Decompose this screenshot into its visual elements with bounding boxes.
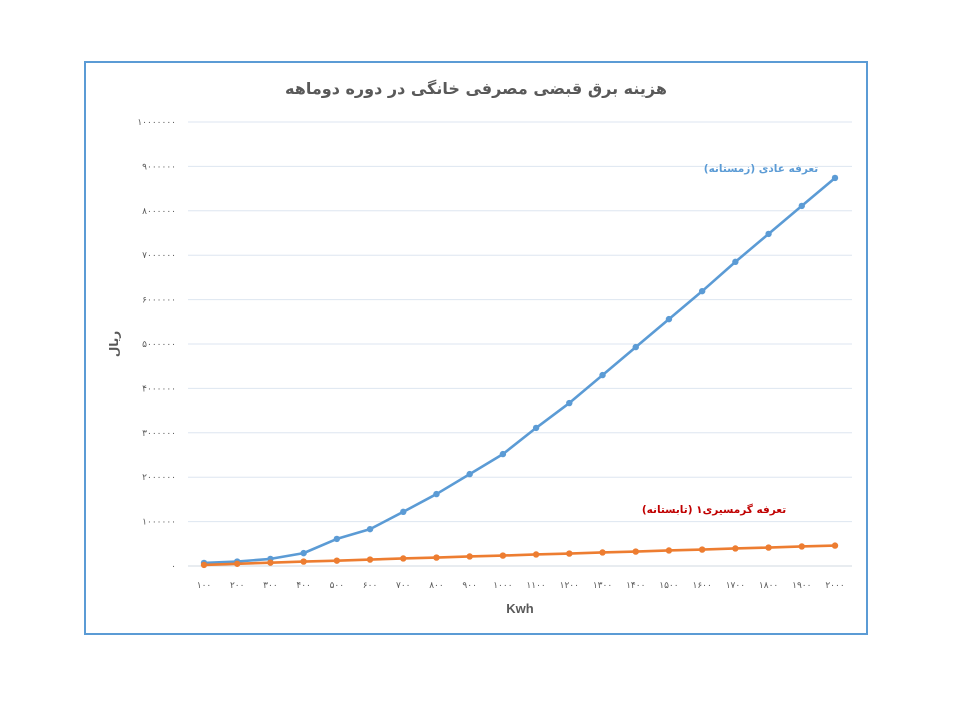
data-point: [366, 525, 374, 533]
data-point: [267, 559, 274, 566]
x-tick-label: ۱۰۰۰: [493, 581, 512, 591]
x-tick-label: ۱۲۰۰: [560, 581, 579, 591]
data-point: [499, 552, 507, 559]
data-point: [665, 315, 673, 323]
data-point: [400, 555, 407, 562]
x-tick-labels: ۱۰۰ ۲۰۰ ۳۰۰ ۴۰۰ ۵۰۰ ۶۰۰ ۷۰۰ ۸۰۰ ۹۰۰ ۱۰۰۰ ۱۱۰۰ ۱۲۰۰ ۱…: [197, 581, 845, 591]
x-tick-label: ۹۰۰: [462, 581, 477, 591]
series-line-2: [202, 544, 837, 567]
data-point: [698, 546, 706, 553]
data-point: [798, 202, 805, 210]
y-tick-label: ۵۰۰۰۰۰۰: [142, 340, 176, 350]
data-point: [765, 230, 772, 238]
data-point: [400, 508, 407, 516]
x-tick-label: ۱۳۰۰: [593, 581, 612, 591]
data-point: [566, 399, 573, 407]
series-label-1: تعرفه عادی (زمستانه): [704, 163, 819, 175]
y-tick-label: ۱۰۰۰۰۰۰۰: [137, 118, 176, 128]
x-tick-label: ۴۰۰: [296, 581, 311, 591]
data-point: [532, 551, 540, 558]
data-point: [665, 547, 673, 554]
data-point: [831, 542, 839, 549]
data-point: [732, 258, 739, 266]
data-point: [765, 544, 772, 551]
y-tick-label: ۶۰۰۰۰۰۰: [142, 296, 176, 306]
x-tick-label: ۲۰۰۰: [825, 581, 844, 591]
x-tick-label: ۷۰۰: [396, 581, 411, 591]
data-point: [566, 550, 573, 557]
series-label-2: تعرفه گرمسیری۱ (تابستانه): [642, 503, 786, 516]
y-tick-label: ۲۰۰۰۰۰۰: [142, 473, 176, 483]
data-point: [200, 561, 208, 569]
data-point: [300, 549, 307, 557]
x-tick-label: ۱۴۰۰: [626, 581, 645, 591]
data-point: [798, 543, 805, 550]
data-point: [599, 549, 606, 556]
x-tick-label: ۱۹۰۰: [792, 581, 811, 591]
gridlines: [188, 121, 852, 567]
data-point: [632, 548, 639, 555]
x-tick-label: ۳۰۰: [263, 581, 278, 591]
y-tick-label: ۹۰۰۰۰۰۰: [142, 162, 176, 172]
data-point: [300, 558, 307, 565]
x-tick-label: ۲۰۰: [230, 581, 245, 591]
y-tick-label: ۸۰۰۰۰۰۰: [142, 207, 176, 217]
series-labels: تعرفه عادی (زمستانه) تعرفه گرمسیری۱ (تابس…: [642, 163, 818, 516]
chart-title: هزینه برق قبضی مصرفی خانگی در دوره دوماه…: [285, 79, 667, 98]
x-tick-label: ۱۸۰۰: [759, 581, 778, 591]
series-line-1: [202, 176, 837, 565]
data-point: [234, 560, 241, 567]
data-point: [333, 535, 341, 543]
x-tick-label: ۱۶۰۰: [692, 581, 711, 591]
y-tick-label: ۷۰۰۰۰۰۰: [142, 251, 176, 261]
data-point: [333, 557, 341, 564]
data-point: [366, 556, 374, 563]
y-tick-label: ۰: [171, 562, 176, 572]
x-axis-title: Kwh: [506, 601, 534, 616]
y-tick-label: ۳۰۰۰۰۰۰: [142, 429, 176, 439]
x-tick-label: ۱۰۰: [197, 581, 212, 591]
data-point: [466, 470, 473, 478]
data-point: [732, 545, 739, 552]
data-point: [499, 450, 507, 458]
data-point: [831, 174, 839, 182]
data-point: [433, 490, 440, 498]
x-tick-label: ۶۰۰: [363, 581, 378, 591]
y-tick-labels: ۰ ۱۰۰۰۰۰۰ ۲۰۰۰۰۰۰ ۳۰۰۰۰۰۰ ۴۰۰۰۰۰۰ ۵۰۰۰۰۰۰ ۶۰۰۰…: [137, 118, 176, 572]
x-tick-label: ۸۰۰: [429, 581, 444, 591]
data-point: [466, 553, 473, 560]
chart-border: [84, 61, 868, 635]
data-point: [433, 554, 440, 561]
data-point: [698, 287, 706, 295]
x-tick-label: ۵۰۰: [330, 581, 345, 591]
x-tick-label: ۱۱۰۰: [526, 581, 545, 591]
y-axis-title: ریال: [107, 331, 121, 357]
data-point: [532, 424, 540, 432]
data-point: [599, 371, 606, 379]
x-tick-label: ۱۵۰۰: [659, 581, 678, 591]
data-point: [632, 343, 639, 351]
series-group: [200, 174, 839, 569]
y-tick-label: ۱۰۰۰۰۰۰: [142, 518, 176, 528]
y-tick-label: ۴۰۰۰۰۰۰: [142, 384, 176, 394]
x-tick-label: ۱۷۰۰: [726, 581, 745, 591]
